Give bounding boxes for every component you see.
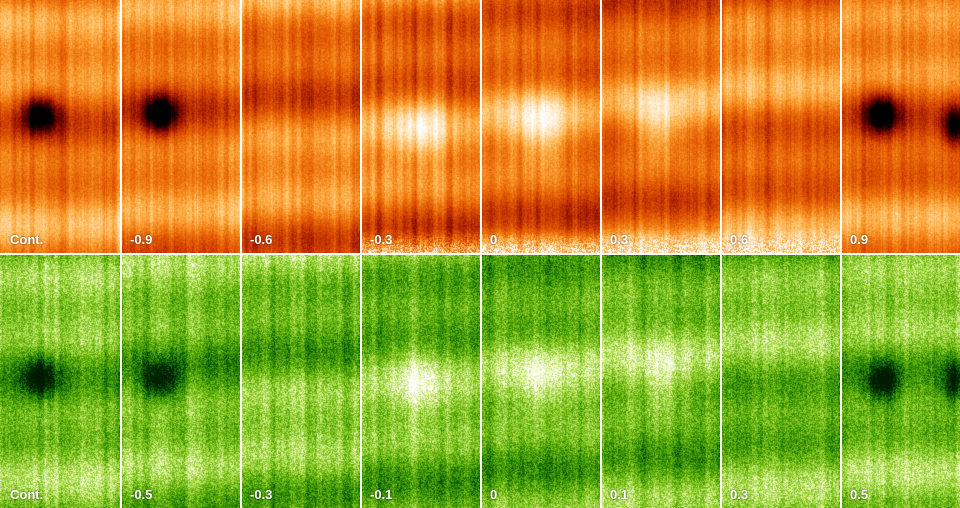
intensity-image [600, 255, 720, 508]
panel-label: 0 [490, 232, 498, 247]
intensity-image [120, 255, 240, 508]
intensity-image [840, 255, 960, 508]
panel-divider [480, 255, 482, 508]
panel-green-row-0: Cont. [0, 255, 120, 508]
intensity-image [360, 0, 480, 253]
panel-green-row-4: 0 [480, 255, 600, 508]
panel-divider [600, 255, 602, 508]
panel-red-row-4: 0 [480, 0, 600, 253]
panel-green-row-3: -0.1 [360, 255, 480, 508]
panel-divider [240, 255, 242, 508]
panel-label: 0 [490, 487, 498, 502]
panel-label: -0.6 [250, 232, 273, 247]
intensity-image [0, 255, 120, 508]
panel-green-row-1: -0.5 [120, 255, 240, 508]
panel-red-row-7: 0.9 [840, 0, 960, 253]
intensity-image [480, 0, 600, 253]
panel-label: 0.5 [850, 487, 869, 502]
panel-label: 0.3 [730, 487, 749, 502]
panel-label: 0.6 [730, 232, 749, 247]
intensity-image [0, 0, 120, 253]
panel-divider [840, 0, 842, 253]
panel-divider [720, 0, 722, 253]
panel-green-row-5: 0.1 [600, 255, 720, 508]
panel-red-row-1: -0.9 [120, 0, 240, 253]
panel-green-row-6: 0.3 [720, 255, 840, 508]
panel-red-row-2: -0.6 [240, 0, 360, 253]
panel-label: -0.5 [130, 487, 153, 502]
panel-divider [480, 0, 482, 253]
panel-label: 0.9 [850, 232, 869, 247]
panel-label: -0.3 [250, 487, 273, 502]
panel-label: -0.3 [370, 232, 393, 247]
panel-green-row-7: 0.5 [840, 255, 960, 508]
panel-divider [120, 255, 122, 508]
panel-label: 0.3 [610, 232, 629, 247]
intensity-image [480, 255, 600, 508]
panel-label: -0.9 [130, 232, 153, 247]
panel-divider [360, 255, 362, 508]
intensity-image [240, 255, 360, 508]
row-divider [0, 253, 960, 255]
panel-divider [840, 255, 842, 508]
panel-divider [600, 0, 602, 253]
intensity-image [720, 0, 840, 253]
intensity-image [240, 0, 360, 253]
panel-red-row-3: -0.3 [360, 0, 480, 253]
panel-divider [120, 0, 122, 253]
panel-green-row-2: -0.3 [240, 255, 360, 508]
panel-divider [720, 255, 722, 508]
intensity-image [600, 0, 720, 253]
panel-label: Cont. [10, 487, 44, 502]
panel-red-row-6: 0.6 [720, 0, 840, 253]
panel-label: -0.1 [370, 487, 393, 502]
panel-label: Cont. [10, 232, 44, 247]
intensity-image [120, 0, 240, 253]
intensity-image [840, 0, 960, 253]
panel-red-row-5: 0.3 [600, 0, 720, 253]
intensity-image [720, 255, 840, 508]
intensity-image [360, 255, 480, 508]
panel-divider [240, 0, 242, 253]
panel-red-row-0: Cont. [0, 0, 120, 253]
panel-divider [360, 0, 362, 253]
panel-label: 0.1 [610, 487, 629, 502]
